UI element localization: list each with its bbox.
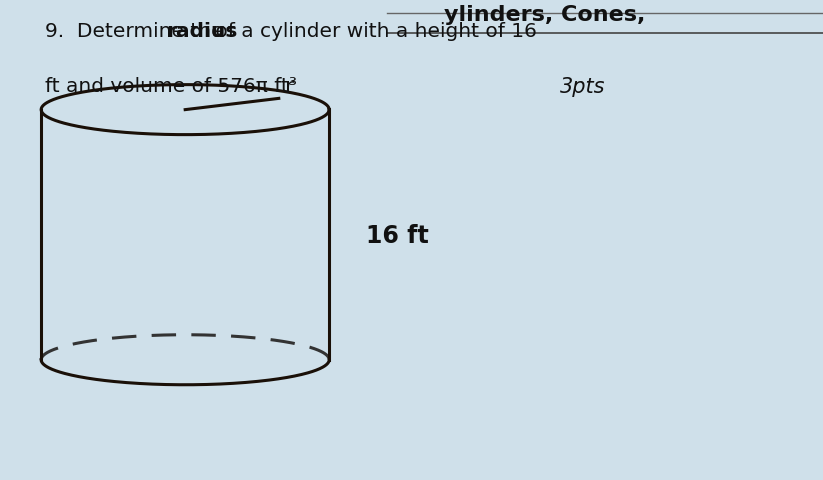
Text: 3pts: 3pts (560, 77, 605, 97)
Text: r: r (286, 77, 295, 97)
Text: ylinders, Cones,: ylinders, Cones, (444, 5, 646, 25)
Text: radius: radius (167, 22, 238, 41)
Text: 9.  Determine the: 9. Determine the (45, 22, 230, 41)
Text: of a cylinder with a height of 16: of a cylinder with a height of 16 (209, 22, 537, 41)
Text: 16 ft: 16 ft (366, 223, 429, 247)
Text: ft and volume of 576π ft³: ft and volume of 576π ft³ (45, 77, 297, 96)
